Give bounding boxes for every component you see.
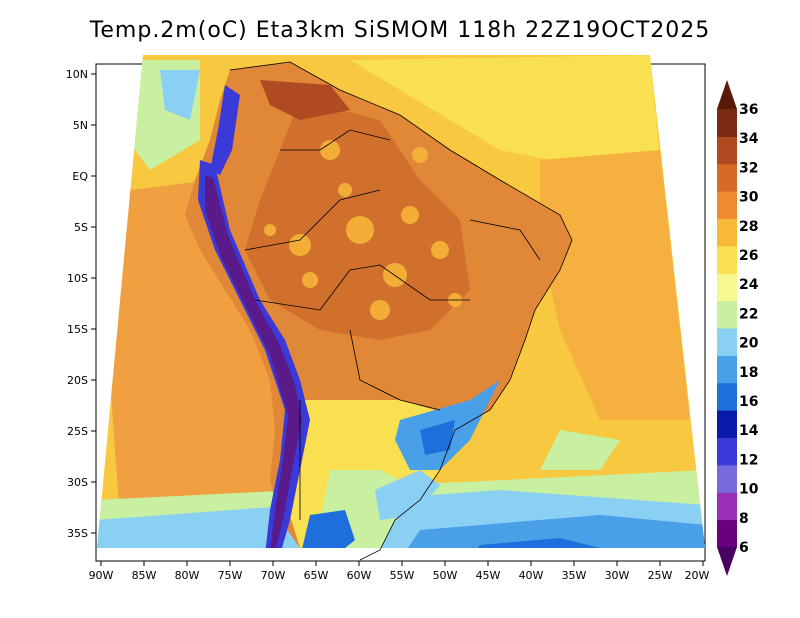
colorbar-segment bbox=[717, 355, 737, 384]
south-colder bbox=[470, 538, 600, 548]
land-uruguay-cool bbox=[375, 470, 440, 520]
colorbar-label: 30 bbox=[739, 190, 759, 206]
colorbar-segment bbox=[717, 218, 737, 247]
lon-axis: 90W 85W 80W 75W 70W 65W 60W 55W 50W 45W … bbox=[89, 561, 710, 582]
colorbar-label: 26 bbox=[739, 248, 758, 264]
colorbar-segment bbox=[717, 464, 737, 493]
lon-label-80w: 80W bbox=[175, 569, 200, 582]
colorbar-segment bbox=[717, 273, 737, 302]
lat-label-15s: 15S bbox=[67, 323, 88, 336]
colorbar-segment bbox=[717, 191, 737, 219]
map-title: Temp.2m(oC) Eta3km SiSMOM 118h 22Z19OCT2… bbox=[89, 18, 711, 43]
colorbar-segment bbox=[717, 382, 737, 411]
pacific-cool-nw2 bbox=[160, 70, 200, 120]
colorbar-label: 10 bbox=[739, 482, 759, 498]
lon-label-75w: 75W bbox=[218, 569, 243, 582]
colorbar-label: 28 bbox=[739, 219, 758, 235]
colorbar-label: 22 bbox=[739, 306, 758, 322]
lat-label-10n: 10N bbox=[66, 68, 88, 81]
colorbar-segments bbox=[717, 109, 737, 548]
colorbar-label: 36 bbox=[739, 102, 758, 118]
colorbar-label: 16 bbox=[739, 394, 758, 410]
lon-label-35w: 35W bbox=[562, 569, 587, 582]
land-patagonia-cold bbox=[300, 510, 355, 548]
lon-label-45w: 45W bbox=[476, 569, 501, 582]
lon-label-90w: 90W bbox=[89, 569, 114, 582]
lat-label-30s: 30S bbox=[67, 476, 88, 489]
lat-label-10s: 10S bbox=[67, 272, 88, 285]
colorbar-segment bbox=[717, 109, 737, 137]
lon-label-25w: 25W bbox=[648, 569, 673, 582]
lon-label-85w: 85W bbox=[132, 569, 157, 582]
land-speckles bbox=[264, 140, 462, 320]
colorbar-segment bbox=[717, 437, 737, 466]
south-cold bbox=[400, 515, 705, 548]
colorbar-max-arrow bbox=[717, 80, 737, 109]
lon-label-50w: 50W bbox=[433, 569, 458, 582]
lon-label-60w: 60W bbox=[347, 569, 372, 582]
colorbar-segment bbox=[717, 300, 737, 329]
colorbar-segment bbox=[717, 328, 737, 356]
colorbar-label: 18 bbox=[739, 365, 758, 381]
country-borders bbox=[229, 61, 573, 561]
atlantic-tongue bbox=[540, 430, 620, 470]
colorbar-segment bbox=[717, 245, 737, 274]
colorbar-label: 14 bbox=[739, 423, 759, 439]
lat-label-eq: EQ bbox=[72, 170, 88, 183]
temperature-field bbox=[97, 55, 705, 548]
colorbar-label: 8 bbox=[739, 511, 749, 527]
colorbar-min-arrow bbox=[717, 547, 737, 576]
andes-north-cold bbox=[210, 85, 240, 175]
colorbar-label: 32 bbox=[739, 160, 758, 176]
pacific-warm bbox=[110, 180, 290, 520]
ne-ocean bbox=[350, 55, 660, 170]
lon-label-30w: 30W bbox=[605, 569, 630, 582]
colorbar-label: 24 bbox=[739, 277, 759, 293]
colorbar-label: 34 bbox=[739, 131, 759, 147]
lon-label-55w: 55W bbox=[390, 569, 415, 582]
lat-label-5s: 5S bbox=[74, 221, 88, 234]
lon-label-65w: 65W bbox=[304, 569, 329, 582]
east-ocean bbox=[540, 150, 690, 420]
lon-label-20w: 20W bbox=[685, 569, 710, 582]
lat-label-35s: 35S bbox=[67, 527, 88, 540]
lat-label-5n: 5N bbox=[73, 119, 88, 132]
lat-label-20s: 20S bbox=[67, 374, 88, 387]
lat-label-25s: 25S bbox=[67, 425, 88, 438]
lon-label-40w: 40W bbox=[519, 569, 544, 582]
lat-axis: 10N 5N EQ 5S 10S 15S 20S 25S 30S 35S bbox=[66, 68, 96, 540]
colorbar-segment bbox=[717, 492, 737, 521]
andes-very-cold bbox=[205, 175, 302, 548]
colorbar-segment bbox=[717, 136, 737, 165]
lon-label-70w: 70W bbox=[261, 569, 286, 582]
colorbar-labels: 6 8 10 12 14 16 18 20 22 24 26 28 30 32 34 36 bbox=[739, 102, 759, 556]
colorbar-segment bbox=[717, 410, 737, 438]
colorbar-label: 20 bbox=[739, 336, 759, 352]
colorbar-label: 6 bbox=[739, 540, 749, 556]
land-north-hot bbox=[260, 80, 350, 120]
land-se-cold bbox=[420, 420, 455, 455]
colorbar: 6 8 10 12 14 16 18 20 22 24 26 28 30 32 34 36 bbox=[717, 80, 759, 576]
colorbar-segment bbox=[717, 519, 737, 548]
colorbar-label: 12 bbox=[739, 452, 758, 468]
colorbar-segment bbox=[717, 163, 737, 192]
